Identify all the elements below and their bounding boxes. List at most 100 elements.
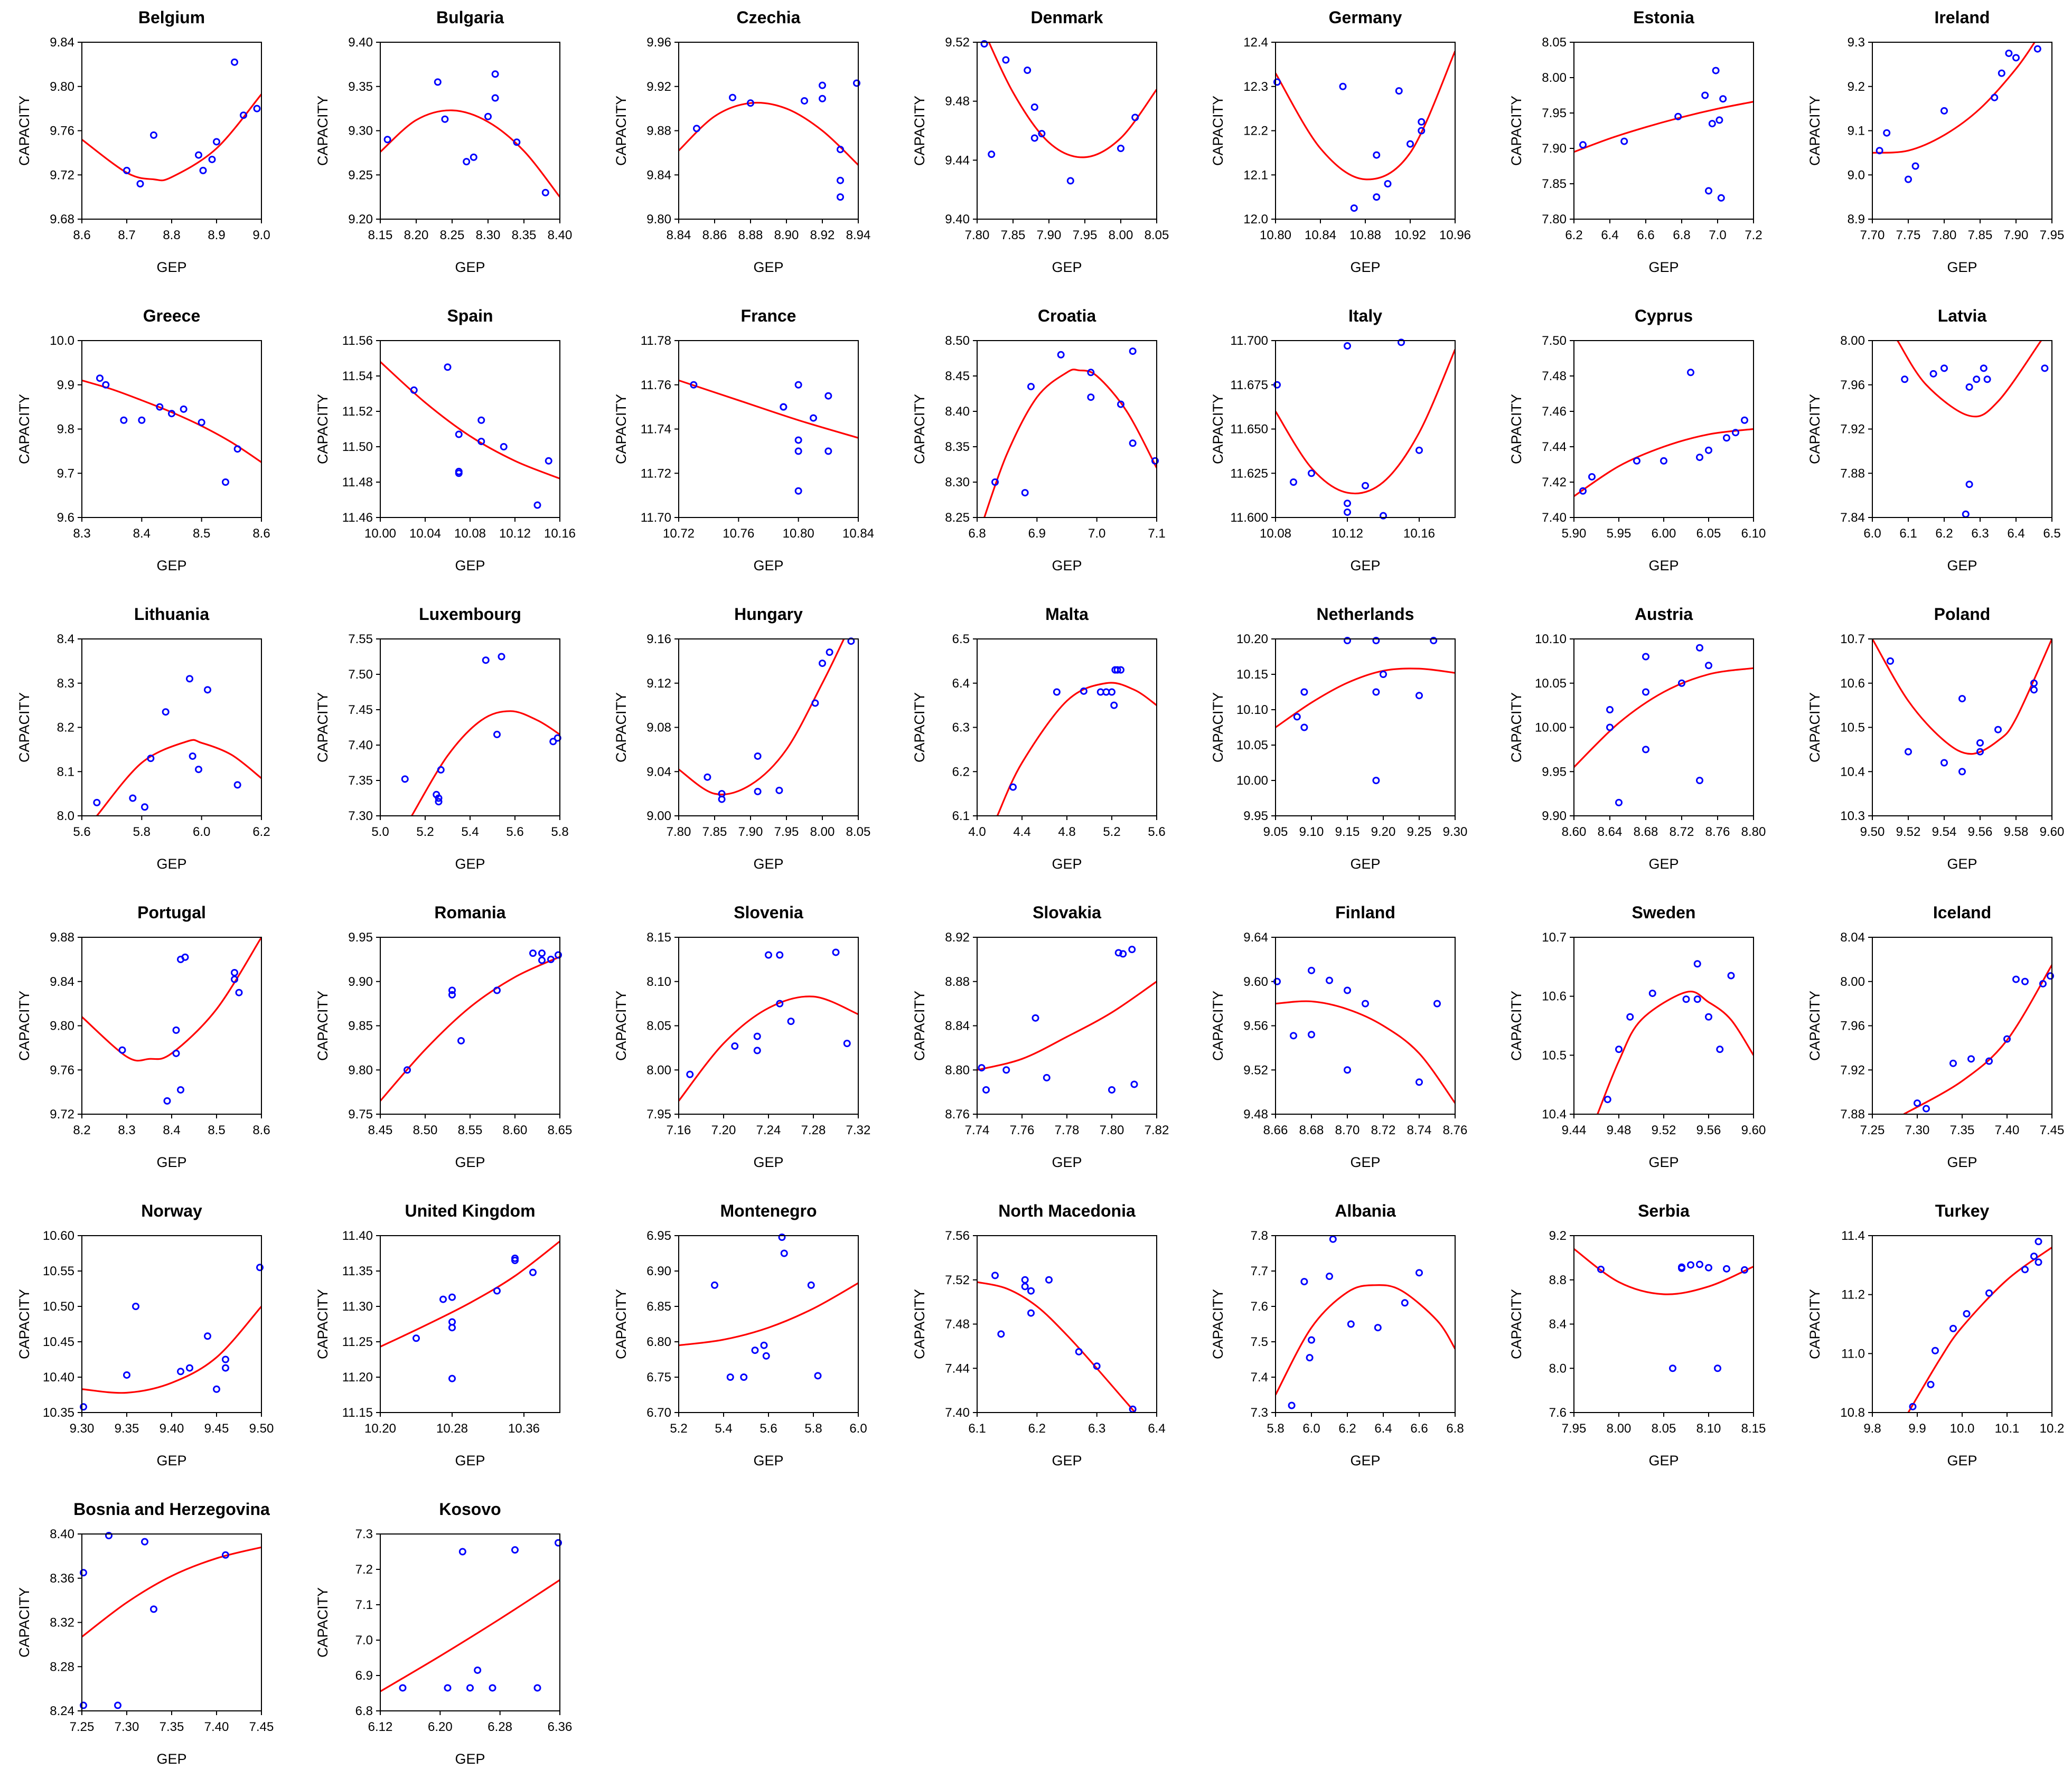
- fit-curve: [1872, 42, 2036, 154]
- y-tick-label: 7.45: [348, 703, 373, 717]
- plot-frame: [1872, 1235, 2052, 1413]
- x-tick-label: 10.04: [409, 526, 441, 541]
- y-tick-label: 8.30: [945, 475, 970, 490]
- x-tick-label: 5.2: [416, 825, 434, 839]
- panel-estonia: Estonia 6.2 6.4 6.6 6.8 7.0 7.2 7.80 7.85 7.90 7.9…: [1508, 8, 1762, 275]
- y-tick-label: 9.08: [646, 721, 671, 735]
- chart-title: United Kingdom: [405, 1201, 535, 1220]
- x-tick-label: 10.12: [1332, 526, 1363, 541]
- x-tick-label: 6.2: [1565, 228, 1582, 242]
- x-tick-label: 8.8: [163, 228, 180, 242]
- data-point: [470, 153, 477, 161]
- y-tick-label: 11.76: [641, 378, 671, 392]
- y-tick-label: 7.42: [1542, 475, 1567, 490]
- data-point: [80, 1569, 87, 1577]
- data-point: [1962, 510, 1970, 518]
- y-tick-label: 11.46: [342, 511, 373, 525]
- data-point: [186, 1364, 193, 1372]
- x-tick-label: 6.8: [1446, 1422, 1464, 1436]
- x-axis-label: GEP: [753, 1453, 783, 1469]
- data-point: [163, 1097, 171, 1105]
- data-point: [240, 111, 247, 119]
- data-point: [982, 1086, 990, 1094]
- plot-frame: [380, 1533, 560, 1711]
- plot-frame: [1573, 1235, 1754, 1413]
- data-point: [787, 1018, 795, 1025]
- data-point: [444, 1684, 452, 1692]
- x-tick-label: 4.0: [968, 825, 986, 839]
- data-point: [837, 146, 844, 154]
- x-tick-label: 7.95: [1073, 228, 1098, 242]
- y-tick-label: 10.8: [1840, 1406, 1865, 1420]
- x-tick-label: 7.28: [801, 1123, 826, 1137]
- y-tick-label: 9.40: [945, 212, 970, 227]
- x-tick-label: 9.35: [115, 1422, 139, 1436]
- data-point: [1418, 127, 1426, 135]
- y-axis-label: CAPACITY: [1807, 991, 1823, 1061]
- y-tick-label: 8.4: [57, 632, 74, 646]
- plot-frame: [678, 937, 859, 1115]
- y-axis-label: CAPACITY: [912, 96, 927, 166]
- y-axis-label: CAPACITY: [1508, 1289, 1524, 1359]
- fit-curve: [380, 1240, 560, 1348]
- y-tick-label: 7.48: [1542, 369, 1567, 383]
- data-point: [1642, 688, 1649, 696]
- data-point: [1958, 695, 1966, 703]
- x-axis-label: GEP: [1648, 856, 1679, 872]
- data-point: [1273, 78, 1281, 86]
- x-tick-label: 6.3: [1088, 1422, 1105, 1436]
- x-tick-label: 6.4: [2007, 526, 2024, 541]
- panel-iceland: Iceland 7.25 7.30 7.35 7.40 7.45 7.88 7.92 7.96 8…: [1807, 903, 2064, 1170]
- data-point: [1723, 1265, 1730, 1273]
- data-point: [231, 58, 238, 66]
- data-point: [1398, 338, 1405, 346]
- data-point: [1660, 457, 1667, 465]
- plot-frame: [678, 340, 859, 518]
- data-point: [1940, 759, 1948, 767]
- y-tick-label: 9.44: [945, 153, 970, 167]
- x-tick-label: 8.64: [1598, 825, 1623, 839]
- x-tick-label: 6.2: [1028, 1422, 1046, 1436]
- x-tick-label: 10.08: [1260, 526, 1291, 541]
- y-tick-label: 7.40: [1542, 511, 1567, 525]
- panel-czechia: Czechia 8.84 8.86 8.88 8.90 8.92 8.94 9.80 9.84 9…: [613, 8, 870, 275]
- plot-frame: [81, 42, 262, 220]
- data-point: [493, 1287, 501, 1295]
- x-tick-label: 7.85: [702, 825, 727, 839]
- data-point: [208, 155, 216, 163]
- panel-netherlands: Netherlands 9.05 9.10 9.15 9.20 9.25 9.30 9.95 1…: [1210, 605, 1467, 872]
- data-point: [1087, 393, 1095, 401]
- data-point: [168, 410, 175, 418]
- x-tick-label: 9.20: [1371, 825, 1396, 839]
- chart-title: Poland: [1934, 605, 1991, 624]
- y-tick-label: 8.04: [1840, 930, 1865, 945]
- data-point: [1642, 653, 1649, 661]
- x-tick-label: 10.00: [364, 526, 396, 541]
- data-point: [704, 773, 711, 781]
- data-point: [222, 478, 229, 486]
- chart-title: Bulgaria: [436, 8, 504, 27]
- x-tick-label: 6.6: [1637, 228, 1654, 242]
- y-tick-label: 9.96: [646, 35, 671, 50]
- x-tick-label: 7.90: [1037, 228, 1062, 242]
- x-tick-label: 7.95: [1562, 1422, 1587, 1436]
- x-tick-label: 8.6: [252, 526, 270, 541]
- x-axis-label: GEP: [1052, 1453, 1082, 1469]
- data-point: [1976, 739, 1984, 747]
- chart-title: Iceland: [1933, 903, 1991, 922]
- data-point: [1696, 777, 1703, 784]
- chart-title: Serbia: [1638, 1201, 1690, 1220]
- data-point: [204, 1332, 211, 1340]
- y-tick-label: 8.40: [945, 404, 970, 419]
- x-tick-label: 7.40: [1995, 1123, 2020, 1137]
- x-tick-label: 7.35: [160, 1720, 184, 1734]
- y-tick-label: 10.00: [1535, 721, 1567, 735]
- x-tick-label: 8.25: [440, 228, 465, 242]
- y-tick-label: 11.40: [342, 1229, 373, 1243]
- y-tick-label: 10.0: [50, 334, 74, 348]
- x-tick-label: 10.80: [783, 526, 814, 541]
- y-tick-label: 9.90: [1542, 809, 1567, 823]
- data-point: [129, 794, 137, 802]
- fit-curve: [977, 1281, 1136, 1413]
- data-point: [177, 1086, 184, 1094]
